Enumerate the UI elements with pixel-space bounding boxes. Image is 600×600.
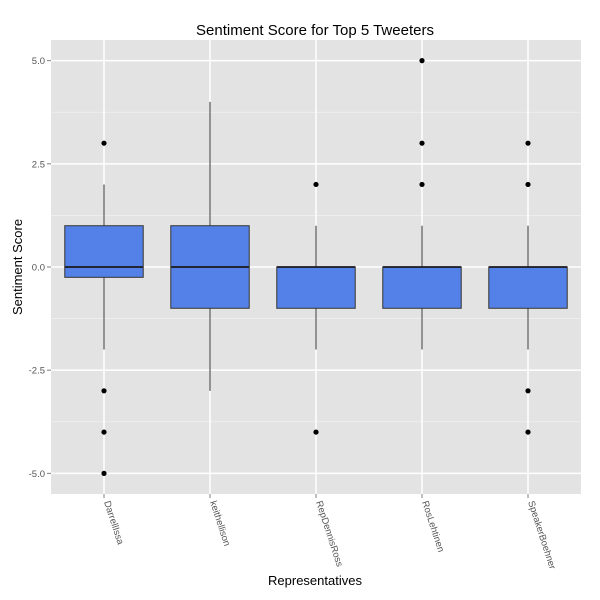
box-group	[64, 140, 144, 476]
y-tick-label: 0.0	[32, 263, 45, 274]
outlier-point	[101, 470, 107, 476]
outlier-point	[525, 388, 531, 394]
box	[488, 266, 568, 309]
outlier-point	[101, 388, 107, 394]
x-tick-label: RepDennisRoss	[313, 500, 345, 569]
x-axis-ticks: DarrellIssa keithellison RepDennisRoss RosL…	[101, 494, 558, 571]
outlier-point	[313, 429, 319, 435]
box	[276, 266, 356, 309]
box-group	[276, 181, 356, 435]
boxplot-series	[64, 58, 568, 476]
x-tick-label: DarrellIssa	[101, 500, 126, 547]
y-axis-title: Sentiment Score	[10, 219, 25, 315]
outlier-point	[313, 181, 319, 188]
box	[64, 225, 144, 278]
outlier-point	[525, 181, 531, 188]
outlier-point	[525, 140, 531, 146]
x-tick-label: SpeakerBoehner	[525, 500, 557, 571]
outlier-point	[419, 140, 425, 146]
outlier-point	[101, 140, 107, 146]
x-tick-label: keithellison	[207, 500, 232, 548]
box-group	[170, 101, 250, 391]
y-tick-label: -5.0	[29, 469, 45, 480]
y-tick-label: -2.5	[29, 366, 45, 377]
outlier-point	[525, 429, 531, 435]
box-group	[488, 140, 568, 435]
y-tick-label: 2.5	[32, 159, 45, 170]
y-tick-label: 5.0	[32, 56, 45, 67]
chart-title: Sentiment Score for Top 5 Tweeters	[196, 22, 434, 39]
outlier-point	[419, 58, 425, 64]
outlier-point	[101, 429, 107, 435]
outlier-point	[419, 181, 425, 188]
x-tick-label: RosLehtinen	[419, 500, 446, 554]
box	[382, 266, 462, 309]
x-axis-title: Representatives	[268, 573, 362, 588]
y-axis-ticks: -5.0 -2.5 0.0 2.5 5.0	[29, 56, 51, 480]
box-group	[382, 58, 462, 350]
